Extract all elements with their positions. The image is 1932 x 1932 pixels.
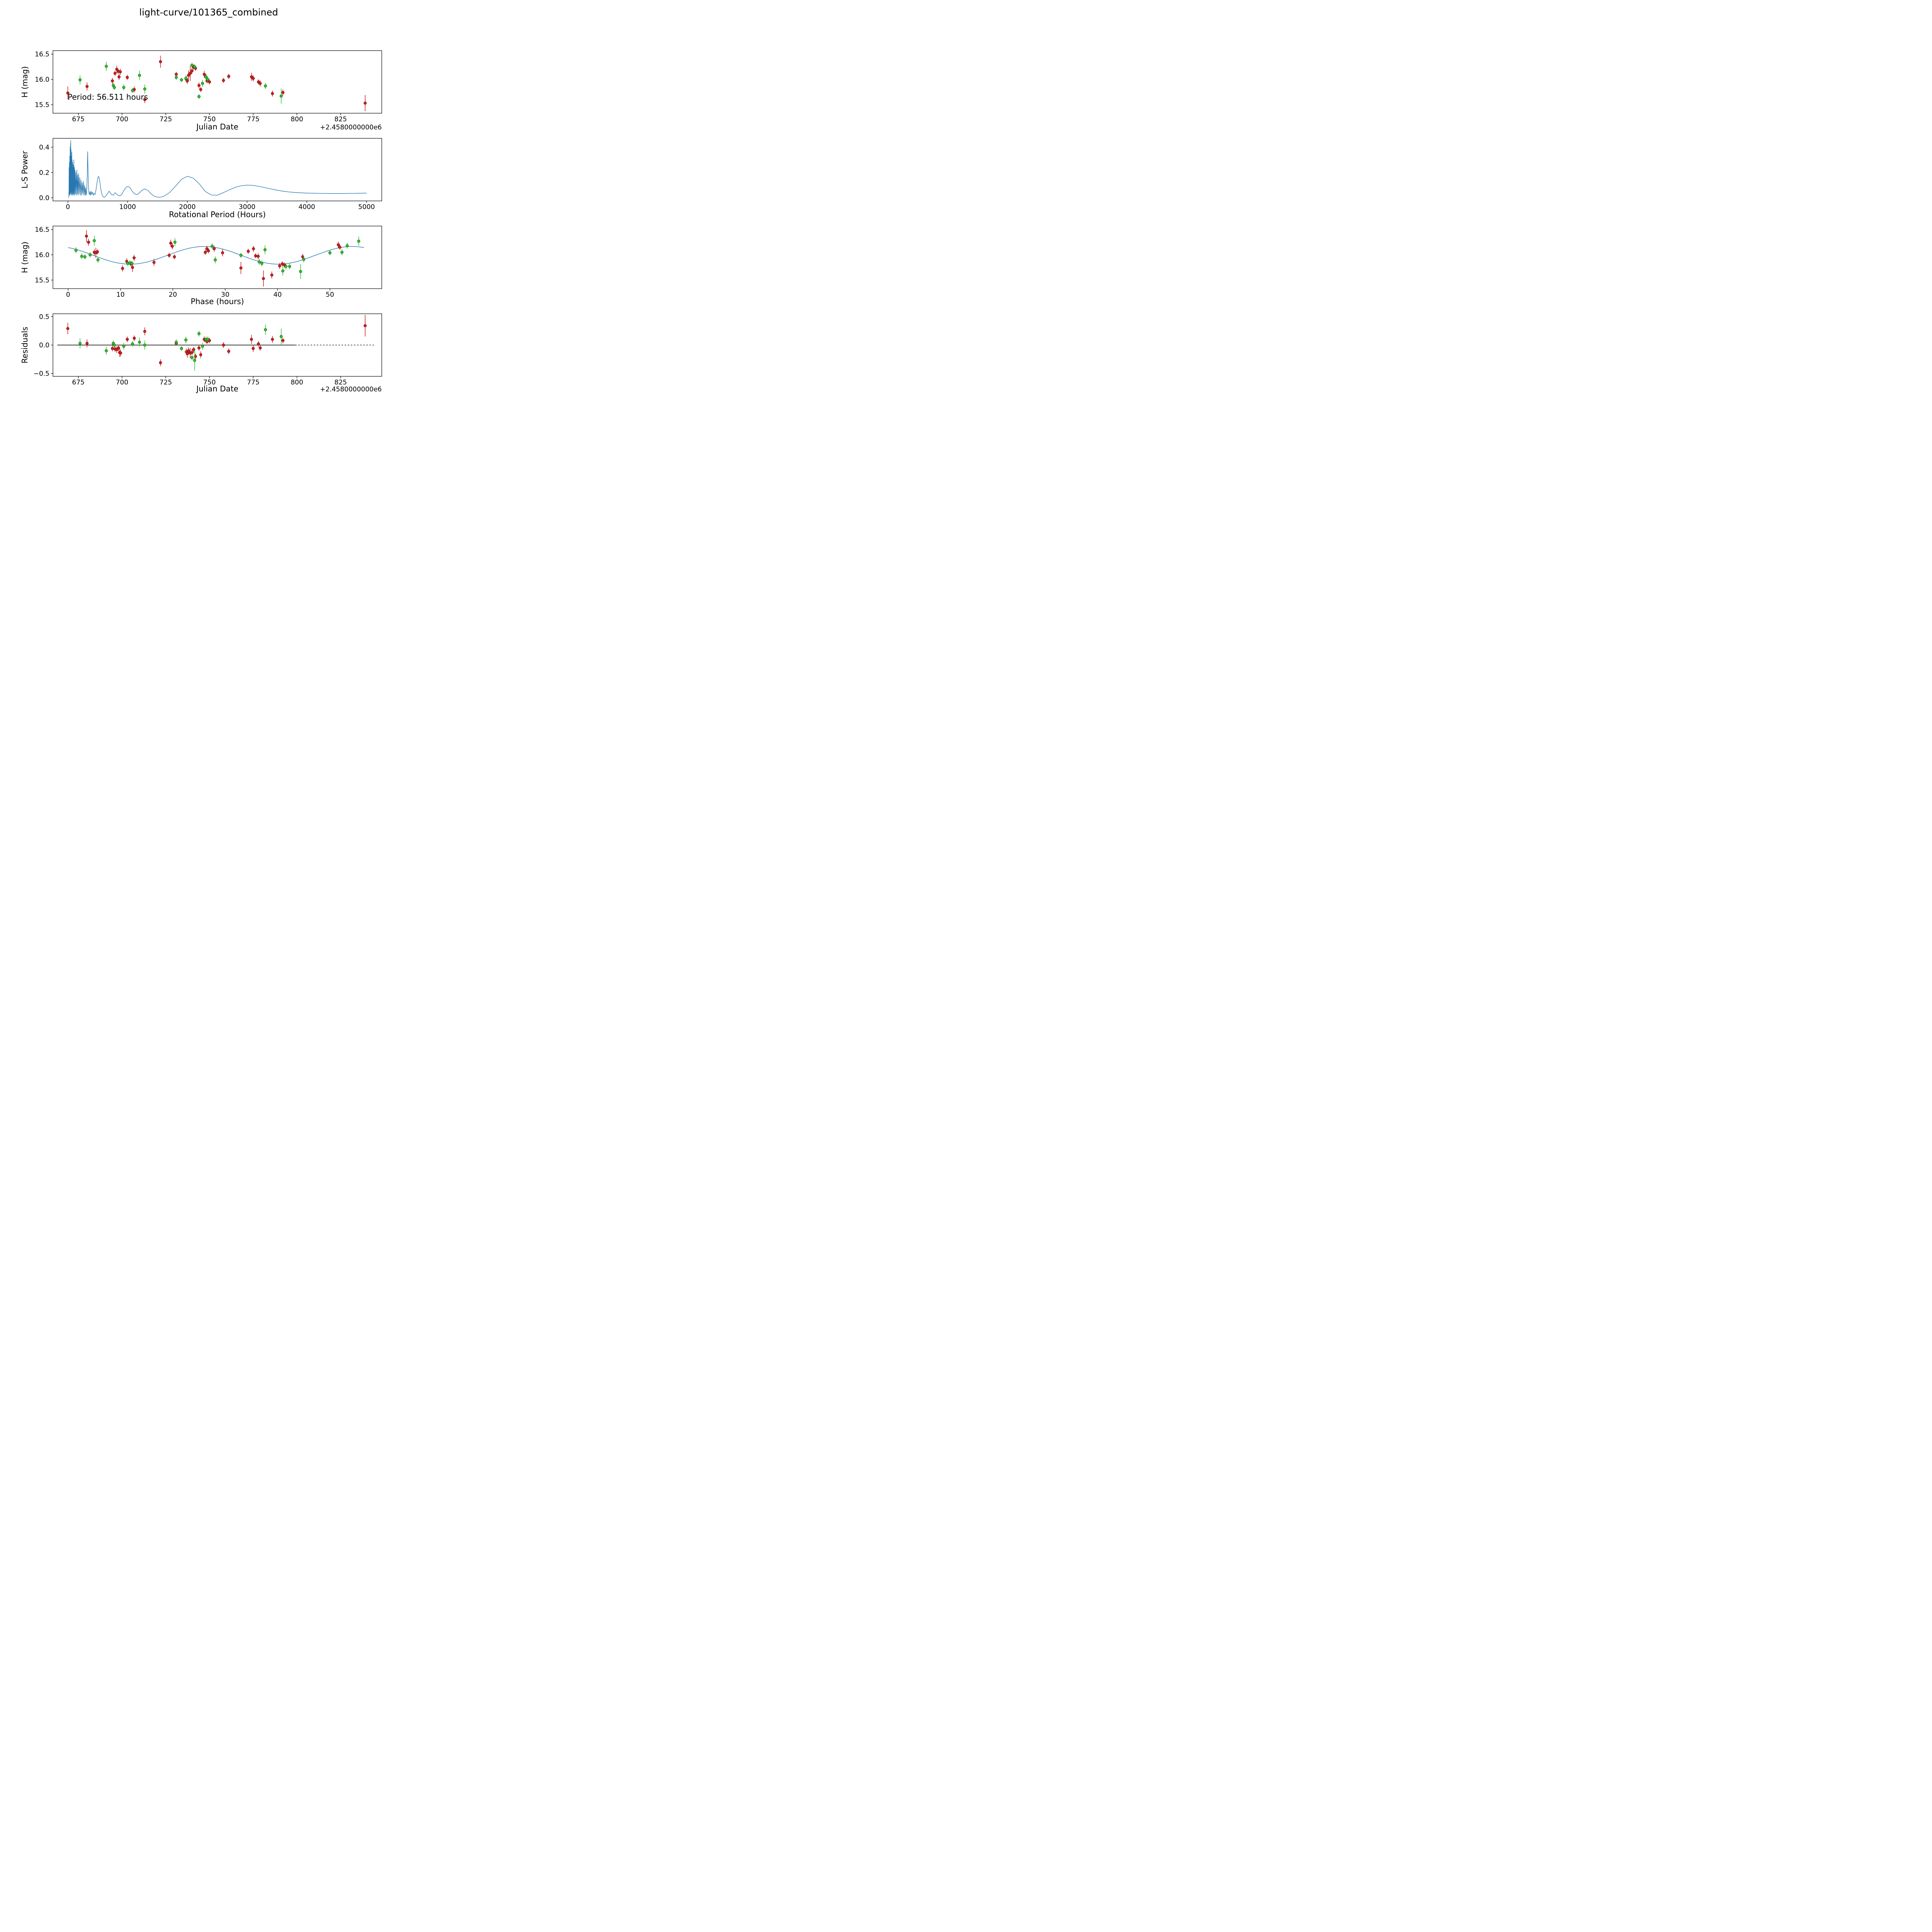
phased-lightcurve-green-observations [74, 235, 361, 279]
ls-periodogram-plot-area [68, 140, 367, 198]
svg-text:700: 700 [116, 116, 128, 123]
svg-text:0.0: 0.0 [39, 342, 49, 349]
svg-text:725: 725 [160, 116, 172, 123]
svg-text:16.5: 16.5 [35, 51, 49, 58]
x-axis-offset-panel4: +2.4580000000e6 [320, 386, 382, 393]
svg-text:700: 700 [116, 379, 128, 386]
svg-text:750: 750 [203, 379, 216, 386]
svg-text:5000: 5000 [358, 203, 375, 211]
svg-text:0.0: 0.0 [39, 194, 49, 202]
svg-text:0.4: 0.4 [39, 144, 49, 151]
svg-text:775: 775 [247, 116, 259, 123]
lightcurve-vs-jd-red-observations [66, 56, 367, 111]
svg-text:0: 0 [66, 203, 70, 211]
svg-text:4000: 4000 [298, 203, 315, 211]
svg-text:16.0: 16.0 [35, 76, 49, 83]
svg-text:16.5: 16.5 [35, 226, 49, 234]
svg-text:825: 825 [334, 116, 347, 123]
residuals-vs-jd-green-residuals [78, 324, 283, 371]
x-axis-offset-panel1: +2.4580000000e6 [320, 124, 382, 131]
svg-text:800: 800 [291, 379, 303, 386]
y-axis-label-hmag-panel1: H (mag) [20, 66, 29, 98]
svg-text:725: 725 [160, 379, 172, 386]
lightcurve-vs-jd-plot-area [66, 56, 367, 111]
svg-text:675: 675 [72, 116, 84, 123]
svg-text:15.5: 15.5 [35, 277, 49, 284]
y-axis-label-residuals: Residuals [20, 327, 29, 364]
svg-text:0.2: 0.2 [39, 169, 49, 177]
x-axis-label-julian-date-panel1: Julian Date [196, 122, 238, 131]
svg-text:825: 825 [334, 379, 347, 386]
residuals-vs-jd-plot-area [57, 315, 374, 371]
svg-text:50: 50 [326, 291, 334, 299]
y-axis-label-hmag-panel3: H (mag) [20, 242, 29, 273]
lightcurve-vs-jd-axes-frame [53, 50, 382, 114]
period-annotation: Period: 56.511 hours [68, 92, 148, 102]
svg-text:3000: 3000 [239, 203, 255, 211]
svg-text:1000: 1000 [119, 203, 136, 211]
svg-text:40: 40 [274, 291, 282, 299]
figure-title: light-curve/101365_combined [139, 7, 278, 18]
phased-lightcurve-axes-frame [53, 226, 382, 289]
ls-periodogram-axes-frame [53, 138, 382, 201]
lightcurve-vs-jd-green-observations [78, 61, 283, 104]
svg-text:0.5: 0.5 [39, 313, 49, 321]
residuals-vs-jd-red-residuals [66, 315, 367, 366]
plots-canvas: 675 700 725 750 775 800 825 15.5 16.0 16.5 0 1000 20… [34, 50, 382, 386]
svg-text:2000: 2000 [179, 203, 196, 211]
svg-text:750: 750 [203, 116, 216, 123]
y-axis-label-lspower: L-S Power [20, 151, 29, 189]
x-axis-label-rotational-period: Rotational Period (Hours) [169, 210, 266, 219]
svg-text:10: 10 [116, 291, 125, 299]
x-axis-label-julian-date-panel4: Julian Date [196, 384, 238, 393]
svg-text:0: 0 [66, 291, 70, 299]
x-axis-label-phase: Phase (hours) [190, 297, 244, 306]
svg-text:775: 775 [247, 379, 259, 386]
svg-text:800: 800 [291, 116, 303, 123]
figure: light-curve/101365_combined 675 700 725 750… [0, 0, 417, 417]
svg-text:−0.5: −0.5 [34, 370, 49, 378]
svg-text:30: 30 [221, 291, 230, 299]
phased-lightcurve-plot-area [68, 230, 364, 287]
svg-text:15.5: 15.5 [35, 101, 49, 109]
svg-text:16.0: 16.0 [35, 251, 49, 259]
svg-text:675: 675 [72, 379, 84, 386]
svg-text:20: 20 [168, 291, 177, 299]
